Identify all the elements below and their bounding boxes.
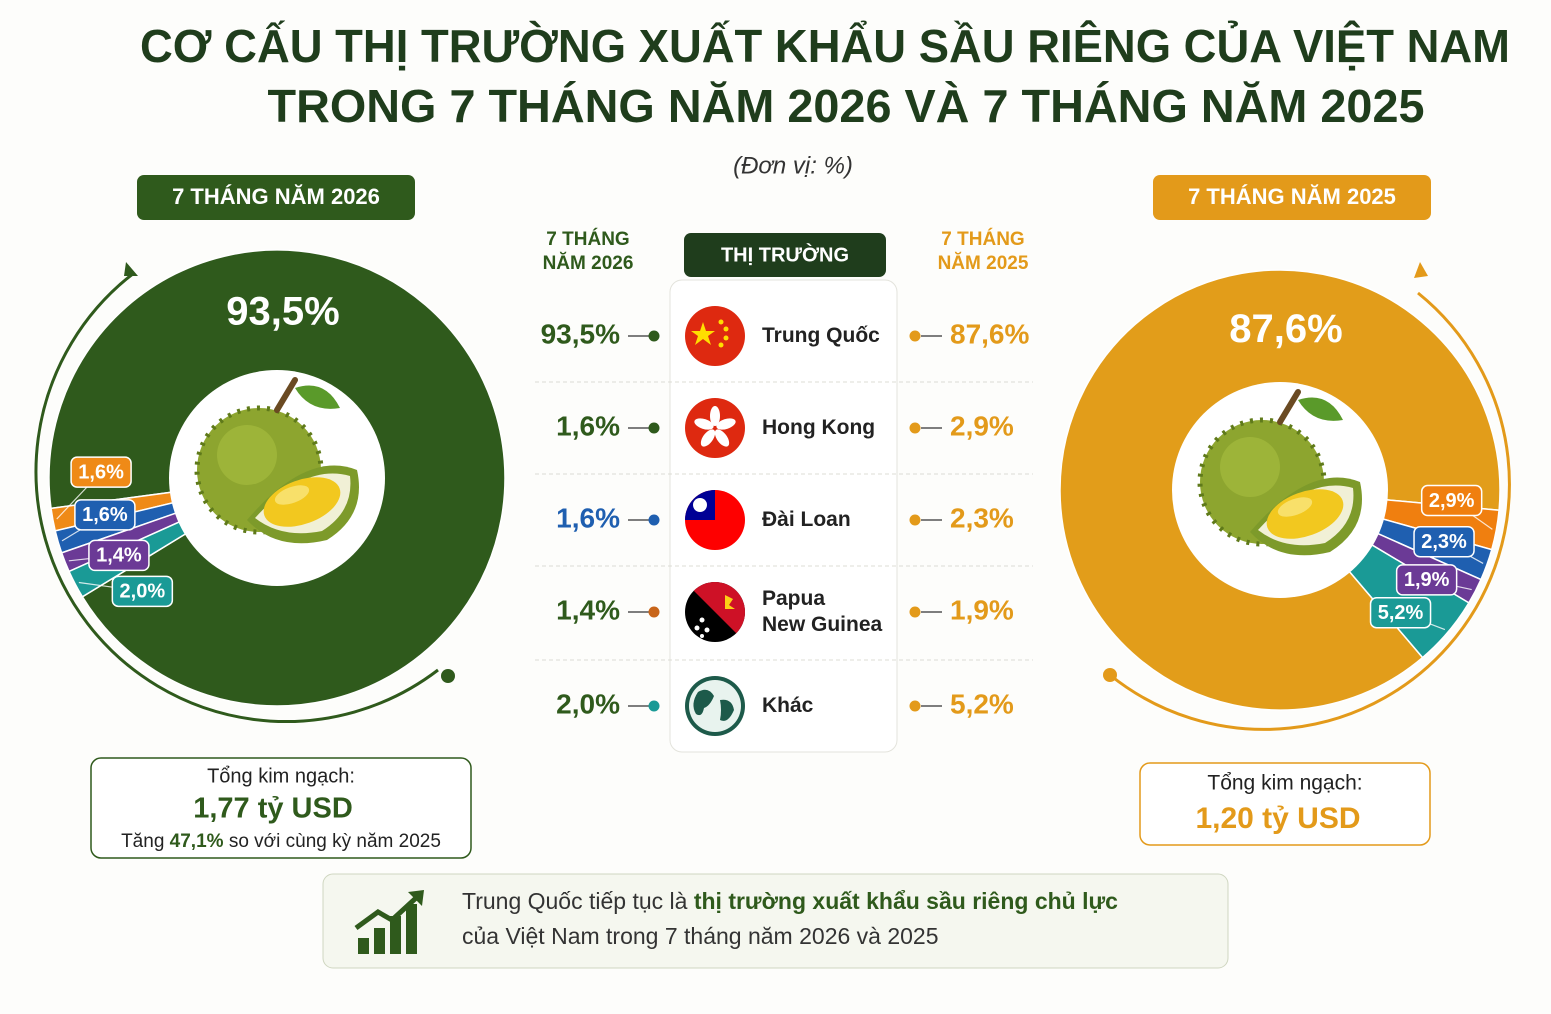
growth: Tăng 47,1% so với cùng kỳ năm 2025 — [121, 831, 441, 852]
column-header: 7 THÁNG NĂM 2025 — [937, 229, 1029, 274]
globe-icon — [685, 676, 745, 736]
table-value: 87,6% — [950, 318, 1029, 349]
label-pill — [111, 575, 174, 608]
total-box — [90, 757, 472, 859]
connector-dot — [648, 514, 660, 526]
table-value: 1,6% — [556, 410, 620, 441]
note-box — [322, 873, 1229, 969]
table-value: 1,4% — [556, 594, 620, 625]
market-name: Hong Kong — [762, 415, 876, 439]
connector-dot — [909, 606, 921, 618]
slice-label: 5,2% — [1378, 602, 1424, 624]
table-value: 2,0% — [556, 688, 620, 719]
unit: (Đơn vị: %) — [733, 152, 853, 179]
growth-prefix: Tăng — [121, 831, 170, 852]
total-label: Tổng kim ngạch: — [1207, 772, 1362, 795]
flag-taiwan — [685, 490, 745, 550]
badge-label: 7 THÁNG NĂM 2025 — [1188, 184, 1396, 209]
slice-label: 2,9% — [1429, 490, 1475, 512]
note-highlight: thị trường xuất khẩu sầu riêng chủ lực — [694, 888, 1118, 914]
note-text: của Việt Nam trong 7 tháng năm 2026 và 2… — [462, 923, 939, 949]
connector-dot — [648, 330, 660, 342]
slice-label: 1,4% — [96, 545, 142, 567]
pies: 93,5% 1,6% 1,6% 1,4% 2,0% 87,6% 2,9% 2,3% 1,9% 5,… — [48, 249, 1501, 711]
slice-label: 2,3% — [1421, 531, 1467, 553]
arc-dot — [1103, 668, 1117, 682]
market-name: Khác — [762, 693, 814, 717]
table-value: 1,9% — [950, 594, 1014, 625]
column-header: 7 THÁNG NĂM 2026 — [542, 229, 634, 274]
flag-hongkong — [685, 398, 745, 458]
title-line: TRONG 7 THÁNG NĂM 2026 VÀ 7 THÁNG NĂM 20… — [268, 80, 1425, 132]
table-value: 93,5% — [541, 318, 620, 349]
badge-label: 7 THÁNG NĂM 2026 — [172, 184, 380, 209]
arc-arrow — [1109, 291, 1511, 731]
label-pill — [1420, 484, 1483, 517]
connector-dot — [648, 700, 660, 712]
arc-arrow — [34, 271, 439, 723]
row-dividers — [535, 381, 1033, 661]
table-value: 2,3% — [950, 502, 1014, 533]
total-label: Tổng kim ngạch: — [207, 765, 355, 787]
badge — [137, 175, 415, 220]
slice-label: 2,0% — [120, 581, 166, 603]
connector-dot — [909, 422, 921, 434]
market-name: Đài Loan — [762, 507, 851, 531]
slice-label: 1,9% — [1404, 569, 1450, 591]
slice-label: 87,6% — [1229, 307, 1342, 351]
arc-dot — [441, 669, 455, 683]
table-value: 1,6% — [556, 502, 620, 533]
total-value: 1,20 tỷ USD — [1195, 802, 1360, 835]
growth-icon — [354, 890, 424, 954]
growth-suffix: so với cùng kỳ năm 2025 — [224, 831, 441, 852]
total-value: 1,77 tỷ USD — [193, 793, 353, 825]
connector-dot — [909, 700, 921, 712]
slice-label: 1,6% — [78, 461, 124, 483]
table-header-label: THỊ TRƯỜNG — [721, 242, 849, 266]
growth-value: 47,1% — [170, 831, 224, 852]
slice-label: 1,6% — [82, 504, 128, 526]
note-text: Trung Quốc tiếp tục là — [462, 888, 694, 914]
label-pill — [1369, 596, 1432, 629]
label-pill — [1413, 525, 1475, 558]
badge — [1153, 175, 1431, 220]
connector-dot — [909, 514, 921, 526]
connector-dot — [909, 330, 921, 342]
label-pill — [70, 456, 132, 488]
arrow-head — [1414, 262, 1428, 278]
label-pill — [74, 499, 136, 531]
label-pill — [88, 539, 150, 572]
title-line: CƠ CẤU THỊ TRƯỜNG XUẤT KHẨU SẦU RIÊNG CỦ… — [140, 20, 1510, 72]
total-box — [1139, 762, 1431, 846]
market-name: Trung Quốc — [762, 323, 880, 347]
arrow-head — [124, 262, 138, 276]
table-value: 5,2% — [950, 688, 1014, 719]
flag-china — [685, 306, 745, 366]
connector-dot — [648, 606, 660, 618]
label-pill — [1395, 564, 1458, 596]
note: Trung Quốc tiếp tục là thị trường xuất k… — [462, 888, 1118, 914]
table-value: 2,9% — [950, 410, 1014, 441]
table-header — [684, 233, 886, 277]
slice-label: 93,5% — [226, 289, 339, 333]
market-name: Papua New Guinea — [762, 586, 883, 636]
flag-png — [685, 582, 745, 642]
connector-dot — [648, 422, 660, 434]
